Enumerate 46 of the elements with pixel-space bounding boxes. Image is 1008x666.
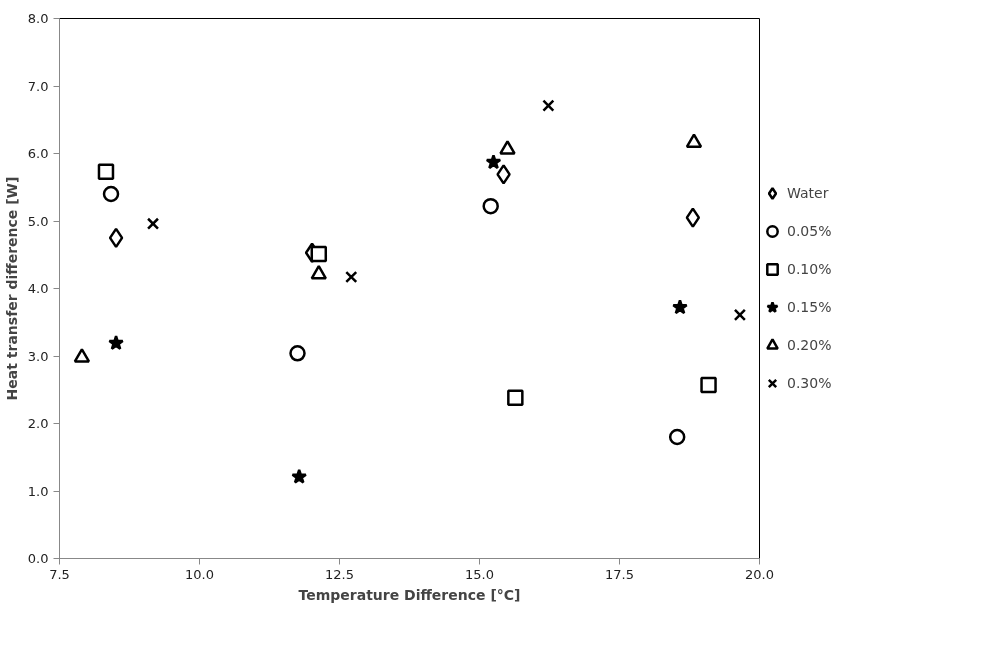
point	[672, 299, 688, 315]
x-tick-label: 17.5	[605, 566, 634, 582]
point	[700, 376, 717, 394]
x-tick-label: 15.0	[465, 566, 494, 582]
point	[146, 217, 160, 230]
point	[685, 133, 703, 148]
x-tick-label: 12.5	[325, 566, 354, 582]
y-tick-label: 1.0	[27, 483, 49, 499]
point	[310, 245, 328, 263]
point	[668, 428, 686, 446]
y-tick-label: 2.0	[27, 416, 49, 431]
y-axis-title: Heat transfer difference [W]	[3, 176, 20, 401]
point	[310, 264, 328, 280]
y-tick-label: 0.0	[27, 551, 49, 566]
legend-label: 0.30%	[787, 375, 832, 391]
legend-label: 0.20%	[787, 337, 832, 353]
point	[507, 389, 524, 407]
legend-label: 0.05%	[787, 223, 832, 239]
point	[482, 197, 499, 215]
y-tick-label: 5.0	[27, 213, 49, 229]
x-tick-label: 10.0	[185, 566, 214, 582]
point	[102, 185, 120, 203]
point	[685, 207, 701, 228]
point	[108, 334, 124, 351]
y-tick-label: 4.0	[27, 281, 49, 296]
point	[499, 140, 516, 155]
point	[733, 308, 747, 322]
point	[73, 348, 91, 363]
point	[289, 345, 306, 362]
y-tick-label: 3.0	[27, 348, 49, 364]
point	[542, 99, 555, 112]
y-tick-label: 7.0	[27, 78, 49, 94]
point	[108, 227, 124, 249]
point	[496, 164, 511, 185]
legend-label: Water	[787, 185, 829, 201]
point	[485, 154, 502, 170]
y-tick-label: 8.0	[27, 11, 49, 26]
point	[97, 163, 115, 180]
point	[345, 270, 358, 284]
x-tick-label: 20.0	[745, 566, 774, 582]
x-axis-title: Temperature Difference [°C]	[298, 586, 521, 603]
point	[291, 468, 308, 484]
x-tick-label: 7.5	[49, 566, 70, 582]
y-tick-label: 6.0	[27, 146, 49, 161]
legend-label: 0.10%	[787, 261, 832, 277]
legend-label: 0.15%	[787, 299, 832, 315]
